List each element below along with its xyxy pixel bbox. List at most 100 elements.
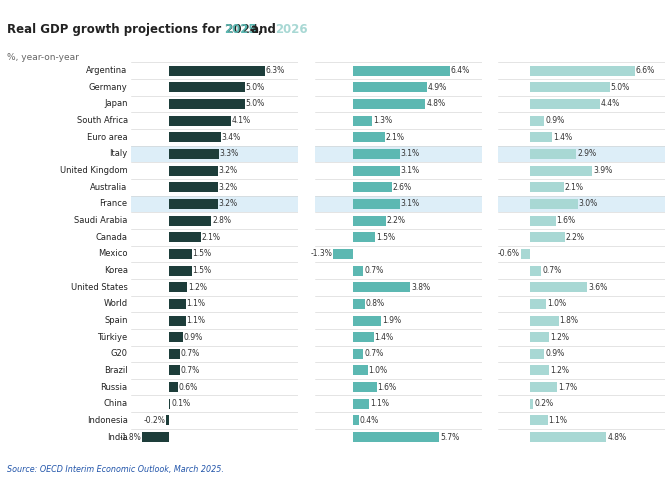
- Bar: [530, 432, 606, 442]
- Text: 2026: 2026: [275, 23, 308, 36]
- Bar: [169, 216, 212, 226]
- Text: 0.9%: 0.9%: [545, 116, 564, 125]
- Bar: [169, 166, 218, 176]
- Bar: [499, 195, 665, 212]
- Text: Mexico: Mexico: [98, 250, 128, 258]
- Bar: [169, 232, 201, 242]
- Text: Real GDP growth projections for 2024,: Real GDP growth projections for 2024,: [7, 23, 267, 36]
- Bar: [353, 432, 439, 442]
- Text: 0.7%: 0.7%: [364, 349, 383, 358]
- Bar: [353, 265, 364, 275]
- Text: United Kingdom: United Kingdom: [60, 166, 128, 175]
- Text: 2.1%: 2.1%: [202, 233, 220, 242]
- Bar: [353, 332, 374, 342]
- Text: 2.6%: 2.6%: [393, 182, 412, 192]
- Bar: [169, 282, 187, 292]
- Text: 5.0%: 5.0%: [245, 83, 265, 92]
- Bar: [353, 182, 392, 192]
- Text: 0.6%: 0.6%: [179, 383, 198, 392]
- Text: Türkiye: Türkiye: [97, 333, 128, 342]
- Text: 3.4%: 3.4%: [221, 133, 241, 142]
- Bar: [169, 299, 185, 309]
- Text: 0.7%: 0.7%: [180, 366, 200, 375]
- Text: -0.6%: -0.6%: [498, 250, 520, 258]
- Bar: [353, 232, 376, 242]
- Text: 3.0%: 3.0%: [579, 199, 598, 208]
- Bar: [530, 99, 600, 109]
- Text: 3.6%: 3.6%: [588, 283, 607, 292]
- Bar: [169, 115, 231, 125]
- Text: 1.2%: 1.2%: [188, 283, 207, 292]
- Bar: [530, 349, 544, 359]
- Text: 1.1%: 1.1%: [186, 316, 206, 325]
- Bar: [530, 199, 578, 209]
- Text: 2.2%: 2.2%: [566, 233, 585, 242]
- Bar: [353, 216, 386, 226]
- Bar: [169, 99, 245, 109]
- Text: 1.7%: 1.7%: [558, 383, 577, 392]
- Bar: [353, 166, 400, 176]
- Bar: [353, 99, 425, 109]
- Text: Spain: Spain: [104, 316, 128, 325]
- Text: 4.9%: 4.9%: [428, 83, 447, 92]
- Text: 0.9%: 0.9%: [183, 333, 203, 342]
- Text: Japan: Japan: [104, 100, 128, 108]
- Text: 4.4%: 4.4%: [601, 100, 620, 108]
- Bar: [353, 199, 400, 209]
- Text: 1.0%: 1.0%: [547, 299, 566, 308]
- Text: 5.7%: 5.7%: [440, 433, 459, 442]
- Bar: [530, 399, 534, 409]
- Bar: [333, 249, 353, 259]
- Bar: [353, 82, 427, 92]
- Bar: [530, 82, 610, 92]
- Bar: [530, 232, 565, 242]
- Text: Indonesia: Indonesia: [87, 416, 128, 425]
- Text: 3.2%: 3.2%: [218, 166, 237, 175]
- Text: 2.2%: 2.2%: [387, 216, 406, 225]
- Bar: [169, 132, 220, 142]
- Bar: [353, 415, 359, 425]
- Text: 3.9%: 3.9%: [593, 166, 612, 175]
- Text: 0.9%: 0.9%: [545, 349, 564, 358]
- Text: Source: OECD Interim Economic Outlook, March 2025.: Source: OECD Interim Economic Outlook, M…: [7, 465, 224, 474]
- Text: 1.3%: 1.3%: [373, 116, 392, 125]
- Text: Russia: Russia: [101, 383, 128, 392]
- Bar: [353, 132, 384, 142]
- Text: 4.8%: 4.8%: [426, 100, 446, 108]
- Text: 2.9%: 2.9%: [577, 149, 596, 159]
- Bar: [142, 432, 169, 442]
- Text: 3.1%: 3.1%: [401, 149, 419, 159]
- Text: 1.4%: 1.4%: [553, 133, 573, 142]
- Bar: [530, 149, 577, 159]
- Bar: [530, 115, 544, 125]
- Text: 5.0%: 5.0%: [610, 83, 630, 92]
- Bar: [131, 146, 298, 162]
- Text: 0.8%: 0.8%: [366, 299, 384, 308]
- Bar: [169, 199, 218, 209]
- Text: China: China: [103, 399, 128, 408]
- Text: -1.8%: -1.8%: [119, 433, 141, 442]
- Bar: [353, 365, 368, 376]
- Bar: [353, 349, 364, 359]
- Bar: [169, 249, 192, 259]
- Bar: [166, 415, 169, 425]
- Text: South Africa: South Africa: [77, 116, 128, 125]
- Bar: [169, 382, 178, 392]
- Bar: [530, 182, 564, 192]
- Bar: [314, 195, 482, 212]
- Text: 0.7%: 0.7%: [180, 349, 200, 358]
- Text: G20: G20: [111, 349, 128, 358]
- Bar: [131, 195, 298, 212]
- Text: 2.1%: 2.1%: [564, 182, 583, 192]
- Bar: [353, 149, 400, 159]
- Bar: [169, 349, 179, 359]
- Bar: [353, 299, 365, 309]
- Bar: [353, 399, 370, 409]
- Text: Germany: Germany: [89, 83, 128, 92]
- Text: 2.1%: 2.1%: [385, 133, 405, 142]
- Bar: [530, 265, 542, 275]
- Text: 1.1%: 1.1%: [186, 299, 206, 308]
- Bar: [530, 415, 548, 425]
- Bar: [169, 399, 171, 409]
- Text: 1.1%: 1.1%: [370, 399, 389, 408]
